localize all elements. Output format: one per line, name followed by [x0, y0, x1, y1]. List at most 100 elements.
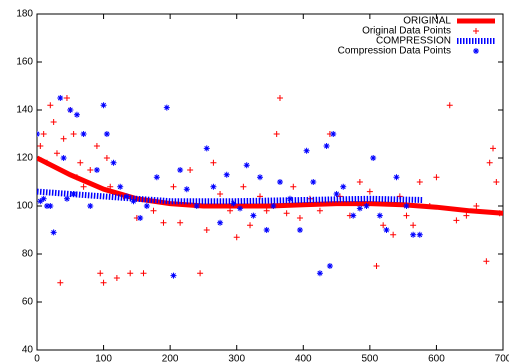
data-point	[87, 203, 94, 209]
data-point	[243, 162, 250, 169]
data-point	[370, 155, 377, 161]
data-point	[187, 167, 194, 173]
data-point	[296, 215, 303, 221]
data-point	[296, 227, 303, 233]
data-point	[330, 131, 337, 137]
data-point	[160, 219, 167, 226]
data-point	[57, 95, 64, 101]
x-tick-label: 400	[295, 354, 312, 364]
data-point	[257, 174, 264, 181]
data-point	[276, 179, 283, 185]
data-point	[37, 131, 40, 137]
data-point	[446, 102, 453, 109]
data-point	[73, 174, 80, 181]
y-tick-label: 140	[16, 105, 33, 116]
legend-label: ORIGINAL	[403, 16, 451, 27]
data-point	[107, 183, 114, 190]
data-point	[60, 155, 67, 161]
data-point	[170, 183, 177, 190]
data-point	[250, 212, 257, 219]
data-point	[356, 205, 363, 212]
data-point	[310, 179, 317, 185]
data-point	[303, 147, 310, 154]
data-point	[380, 222, 387, 229]
data-point	[177, 167, 184, 173]
data-point	[316, 270, 323, 277]
data-point	[290, 183, 297, 190]
data-point	[496, 210, 503, 217]
data-point	[80, 131, 87, 137]
plot-layer	[37, 95, 503, 286]
data-point	[490, 145, 497, 152]
series-line	[37, 155, 503, 216]
y-tick-label: 60	[22, 297, 34, 308]
data-point	[57, 279, 64, 286]
data-point	[37, 143, 44, 149]
data-point	[93, 167, 100, 173]
data-point	[127, 270, 134, 277]
data-point	[217, 191, 224, 197]
data-point	[366, 188, 373, 195]
data-point	[453, 217, 460, 224]
data-point	[416, 179, 423, 185]
data-point	[73, 111, 80, 118]
legend-swatch	[473, 48, 479, 54]
x-tick-label: 300	[228, 354, 245, 364]
data-point	[376, 212, 383, 219]
data-point	[47, 102, 54, 109]
y-tick-label: 100	[16, 201, 33, 212]
data-point	[53, 150, 60, 157]
data-point	[123, 193, 130, 200]
data-point	[143, 203, 150, 209]
y-tick-label: 120	[16, 153, 33, 164]
data-point	[373, 263, 380, 269]
data-point	[113, 275, 120, 281]
x-tick-label: 700	[495, 354, 509, 364]
data-point	[97, 270, 104, 277]
x-tick-label: 200	[162, 354, 179, 364]
y-tick-label: 40	[22, 345, 34, 356]
data-point	[100, 102, 107, 109]
data-point	[463, 212, 470, 219]
data-point	[247, 222, 254, 229]
data-point	[410, 222, 417, 229]
data-point	[326, 263, 333, 269]
data-point	[70, 191, 77, 197]
data-point	[63, 195, 70, 202]
data-point	[183, 186, 190, 193]
data-point	[103, 131, 110, 137]
data-point	[270, 203, 277, 209]
data-point	[393, 174, 400, 181]
data-point	[103, 155, 110, 161]
x-tick-label: 600	[428, 354, 445, 364]
data-point	[210, 159, 217, 166]
data-point	[426, 203, 433, 209]
y-tick-label: 180	[16, 9, 33, 20]
data-point	[197, 270, 204, 277]
data-point	[286, 195, 293, 202]
data-point	[150, 207, 157, 214]
x-tick-label: 100	[95, 354, 112, 364]
data-point	[237, 205, 244, 212]
legend-swatch	[473, 28, 479, 34]
data-point	[473, 203, 480, 209]
data-point	[87, 167, 94, 173]
data-point	[383, 227, 390, 233]
data-point	[40, 195, 47, 202]
data-point	[493, 179, 500, 185]
data-point	[283, 210, 290, 217]
data-point	[316, 207, 323, 214]
data-point	[263, 227, 270, 233]
data-point	[177, 219, 184, 226]
data-point	[137, 215, 144, 221]
data-point	[486, 159, 493, 166]
plot-frame	[36, 13, 504, 351]
data-point	[43, 159, 50, 166]
data-point	[193, 203, 200, 209]
data-point	[356, 179, 363, 185]
data-point	[43, 203, 50, 209]
legend-label: COMPRESSION	[376, 36, 451, 47]
series-line	[37, 188, 424, 205]
data-point	[323, 143, 330, 149]
